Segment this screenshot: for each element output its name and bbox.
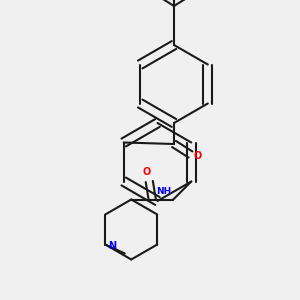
Text: NH: NH bbox=[157, 188, 172, 196]
Text: O: O bbox=[142, 167, 150, 177]
Text: N: N bbox=[108, 241, 116, 251]
Text: O: O bbox=[194, 151, 202, 161]
